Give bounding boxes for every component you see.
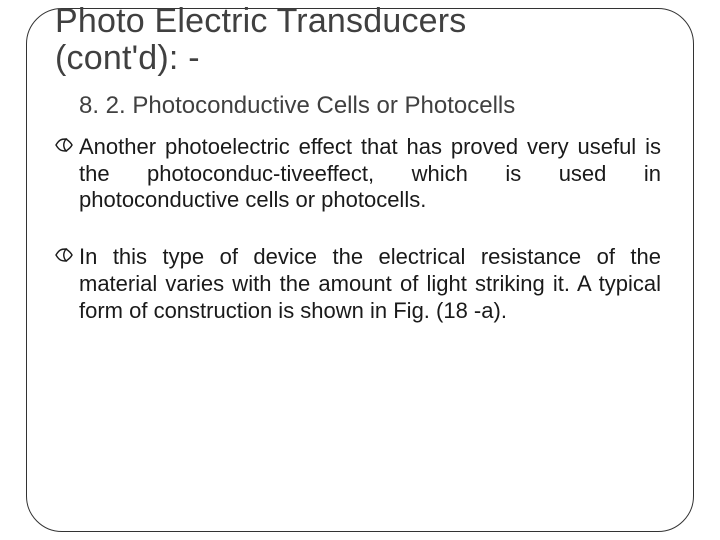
title-line-1: Photo Electric Transducers	[55, 2, 467, 40]
slide-title: Photo Electric Transducers (cont'd): -	[27, 3, 693, 86]
slide-frame: Photo Electric Transducers (cont'd): - 8…	[26, 8, 694, 532]
slide-subtitle: 8. 2. Photoconductive Cells or Photocell…	[27, 86, 693, 134]
bullet-item: In this type of device the electrical re…	[55, 244, 661, 324]
title-line-2: (cont'd): -	[55, 39, 200, 77]
bullet-text-1: Another photoelectric effect that has pr…	[79, 134, 661, 214]
subtitle-text: Photoconductive Cells or Photocells	[132, 92, 515, 119]
subtitle-number: 8. 2.	[79, 92, 126, 119]
slide-content: Another photoelectric effect that has pr…	[27, 134, 693, 325]
bullet-icon	[55, 134, 79, 214]
bullet-item: Another photoelectric effect that has pr…	[55, 134, 661, 214]
bullet-text-2: In this type of device the electrical re…	[79, 244, 661, 324]
bullet-icon	[55, 244, 79, 324]
